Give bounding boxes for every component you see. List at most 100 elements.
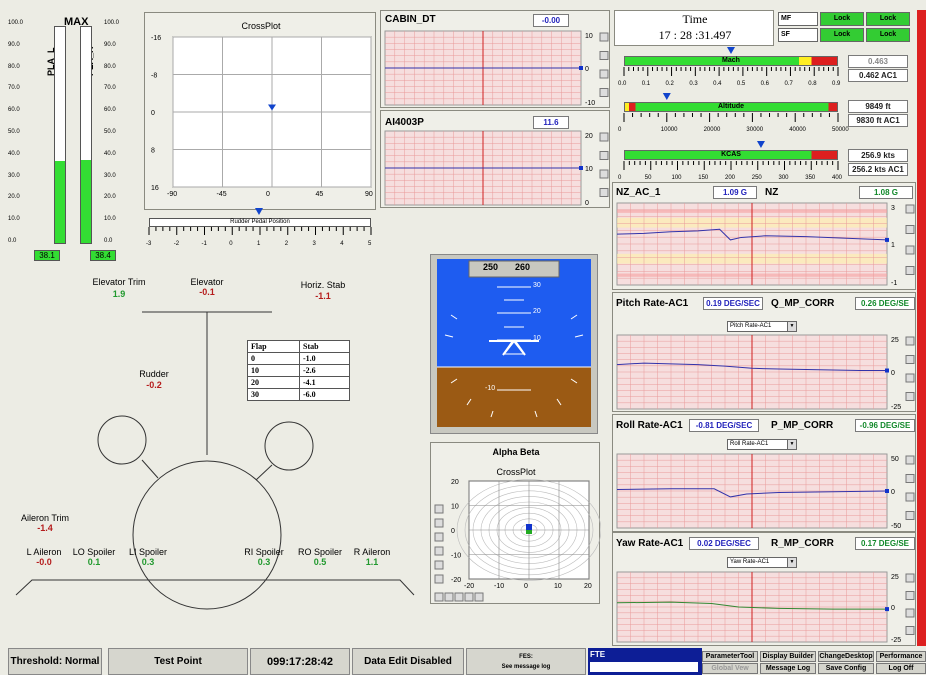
mach-bar: [624, 56, 838, 66]
message-log-button[interactable]: Message Log: [760, 663, 816, 674]
chart-current-marker: [885, 489, 889, 493]
chart-scroll-button: [599, 51, 609, 60]
pitch-strip-chart: 25 0 -25: [616, 334, 915, 411]
chart-scroll-button: [905, 608, 915, 618]
ab-x-tick: 20: [584, 583, 592, 590]
gauge-tick-label: 0.8: [808, 81, 817, 86]
lock-table: MF Lock Lock SF Lock Lock: [778, 12, 910, 42]
clock-status: 099:17:28:42: [250, 648, 350, 675]
gauge-tick-label: 0.0: [618, 81, 627, 86]
lock-mf-label: MF: [778, 12, 818, 26]
change-desktop-button[interactable]: ChangeDesktop: [818, 651, 874, 662]
display-builder-button[interactable]: Display Builder: [760, 651, 816, 662]
gauge-tick-label: 0: [618, 175, 622, 180]
chart-series-line: [616, 488, 888, 498]
alpha-beta-title: Alpha Beta: [492, 447, 540, 457]
rudder-tick-label: -3: [146, 241, 152, 247]
gauge-tick-label: 20000: [704, 127, 721, 132]
gauge-tick-label: 50000: [832, 127, 849, 132]
roll-panel: Roll Rate-AC1 -0.81 DEG/SEC P_MP_CORR -0…: [612, 414, 916, 532]
yaw-title: Yaw Rate-AC1: [616, 538, 684, 549]
ab-scroll-button: [434, 560, 444, 570]
lock-sf-label: SF: [778, 28, 818, 42]
roll-dropdown[interactable]: Roll Rate-AC1: [727, 439, 797, 450]
altitude-value-1: 9849 ft: [848, 100, 908, 113]
roll-title-2: P_MP_CORR: [771, 420, 834, 431]
chart-y-tick: 10: [585, 33, 593, 40]
aircraft-diagram: [15, 311, 415, 610]
chart-current-marker: [885, 607, 889, 612]
pitch-dropdown[interactable]: Pitch Rate-AC1: [727, 321, 797, 332]
save-config-button[interactable]: Save Config: [818, 663, 874, 674]
pla-left-value: 38.1: [34, 250, 60, 261]
chart-y-tick: -10: [585, 100, 595, 107]
gauge-tick-label: 250: [752, 175, 763, 180]
pla-tick-label: 10.0: [104, 216, 116, 223]
chart-y-tick: 25: [891, 337, 899, 344]
performance-button[interactable]: Performance: [876, 651, 926, 662]
ab-y-tick: 10: [451, 504, 459, 511]
yaw-strip-chart: 25 0 -25: [616, 571, 915, 644]
pla-tick-label: 30.0: [8, 172, 20, 179]
pla-left-bar-fill: [55, 160, 65, 243]
ai-value: 11.6: [533, 116, 569, 129]
flap-header: Flap: [247, 340, 300, 353]
roll-strip-chart: 50 0 -50: [616, 453, 915, 530]
chart-scroll-button: [905, 373, 915, 383]
rudder-tick-label: -2: [174, 241, 180, 247]
pla-panel: MAX PLA_L PLA_R 100.090.080.070.060.050.…: [8, 12, 138, 267]
ab-range-ring: [456, 479, 601, 581]
attitude-indicator: 250 260 30 20 10 -10: [430, 254, 598, 434]
pla-right-bar-fill: [81, 160, 91, 243]
roll-title: Roll Rate-AC1: [616, 420, 683, 431]
yaw-dropdown[interactable]: Yaw Rate-AC1: [727, 557, 797, 568]
flap-stab-table: Flap Stab 0 -1.0 10 -2.6 20 -4.1 30 -6.0: [247, 340, 350, 401]
elevator-value: -0.1: [199, 287, 215, 297]
threshold-status[interactable]: Threshold: Normal: [8, 648, 102, 675]
rudder-pedal-label: Rudder Pedal Position: [230, 219, 290, 225]
alpha-beta-chart: -20 20 -10 10 0 0 10 -10 20 -20: [434, 479, 601, 602]
chart-y-tick: 0: [585, 66, 589, 73]
crossplot-x-tick: 45: [316, 191, 324, 198]
cabin-panel: CABIN_DT -0.00 10 0 -10: [380, 10, 610, 108]
flap-cell: 30: [247, 388, 300, 401]
ab-marker: [526, 524, 532, 530]
pla-tick-label: 60.0: [8, 107, 20, 114]
ab-y-tick: -20: [451, 577, 461, 584]
log-off-button[interactable]: Log Off: [876, 663, 926, 674]
rudder-tick-label: 2: [285, 241, 289, 247]
data-edit-status[interactable]: Data Edit Disabled: [352, 648, 464, 675]
test-point-status[interactable]: Test Point: [108, 648, 248, 675]
nz-title-2: NZ: [765, 187, 779, 198]
flap-cell: 0: [247, 352, 300, 365]
mach-label: Mach: [722, 57, 740, 64]
roll-value: -0.81 DEG/SEC: [689, 419, 759, 432]
altitude-gauge: 0 10000 20000 30000 40000 50000 Altitude 9849…: [614, 92, 910, 132]
gauge-tick-label: 0.4: [713, 81, 722, 86]
fes-status[interactable]: FES: See message log: [466, 648, 586, 675]
chart-scroll-button: [905, 355, 915, 364]
chart-y-tick: -25: [891, 637, 901, 644]
r-aileron-label: R Aileron: [353, 547, 391, 557]
crossplot-y-tick: -8: [151, 73, 157, 80]
global-view-button[interactable]: Global Vew: [702, 663, 758, 674]
gauge-tick-label: 300: [779, 175, 790, 180]
table-row: 30 -6.0: [247, 388, 350, 401]
pla-tick-label: 80.0: [104, 63, 116, 70]
alpha-beta-sub: CrossPlot: [496, 467, 536, 477]
gauge-tick-label: 200: [725, 175, 736, 180]
parameter-tool-button[interactable]: ParameterTool: [702, 651, 758, 662]
ab-scroll-button: [434, 518, 444, 528]
gauge-marker: [662, 93, 671, 100]
roll-value-2: -0.96 DEG/SE: [855, 419, 915, 432]
chart-scroll-button: [905, 591, 915, 600]
lo-spoiler-label: LO Spoiler: [72, 547, 116, 557]
l-aileron-label: L Aileron: [26, 547, 62, 557]
fte-panel: FTE: [588, 648, 702, 675]
nz-title: NZ_AC_1: [616, 187, 661, 198]
pla-tick-label: 20.0: [104, 194, 116, 201]
chart-current-marker: [579, 166, 583, 170]
chart-y-tick: -50: [891, 523, 901, 530]
pitch-title: Pitch Rate-AC1: [616, 298, 689, 309]
pla-tick-label: 40.0: [8, 150, 20, 157]
